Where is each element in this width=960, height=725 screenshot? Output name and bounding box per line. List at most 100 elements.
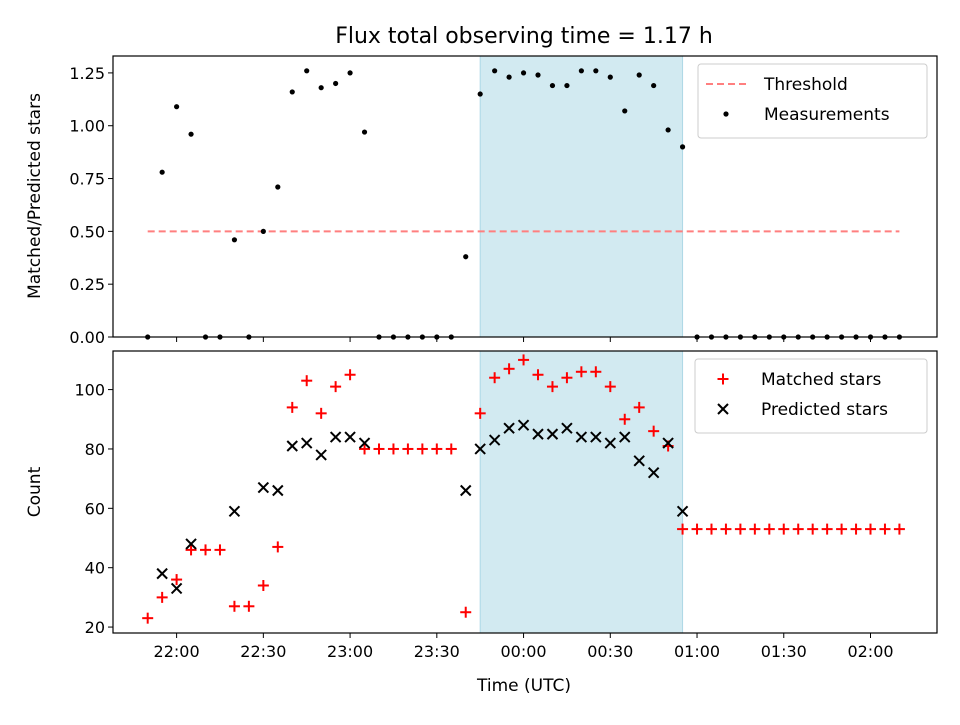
x-tick-label: 01:00 xyxy=(674,642,720,661)
top-point-dot xyxy=(289,89,295,95)
bottom-point-plus xyxy=(489,372,501,384)
bottom-point-plus xyxy=(865,523,877,535)
bottom-point-plus xyxy=(330,381,342,393)
top-point-dot xyxy=(679,144,686,150)
top-point-dot xyxy=(260,228,266,234)
top-legend-box xyxy=(697,63,928,139)
bottom-point-x xyxy=(315,449,327,461)
bottom-point-x xyxy=(185,538,197,550)
bottom-point-x-stroke xyxy=(575,431,588,443)
x-tick-label: 22:00 xyxy=(154,642,200,661)
bottom-y-tick-label: 20 xyxy=(85,618,105,637)
bottom-point-x-stroke xyxy=(647,466,660,479)
top-point-dot xyxy=(535,72,541,78)
bottom-point-plus xyxy=(200,544,212,556)
bottom-y-tick-label: 60 xyxy=(85,499,105,518)
bottom-point-x-stroke xyxy=(488,434,501,446)
bottom-point-plus xyxy=(879,523,891,535)
bottom-point-plus xyxy=(257,580,269,592)
bottom-y-tick-label: 40 xyxy=(85,559,105,578)
top-point-dot xyxy=(318,85,324,91)
bottom-y-tick-label: 100 xyxy=(74,381,105,400)
bottom-point-plus xyxy=(474,407,486,419)
bottom-point-x xyxy=(156,567,168,580)
bottom-point-x-stroke xyxy=(532,428,544,440)
bottom-point-x xyxy=(257,481,270,494)
top-y-tick-label: 0.25 xyxy=(69,275,105,294)
top-point-dot xyxy=(636,72,642,78)
top-point-dot xyxy=(549,82,556,89)
bottom-point-plus xyxy=(272,541,284,553)
bottom-y-tick-label: 80 xyxy=(85,440,105,459)
bottom-point-x-stroke xyxy=(228,505,241,518)
bottom-point-plus xyxy=(431,443,443,455)
bottom-point-x xyxy=(286,440,298,452)
bottom-point-x-stroke xyxy=(185,538,197,550)
bottom-point-plus xyxy=(185,544,197,556)
top-point-dot xyxy=(463,254,469,260)
top-point-dot xyxy=(593,68,599,74)
bottom-point-x-stroke xyxy=(301,437,313,449)
bottom-point-x xyxy=(590,431,602,443)
bottom-point-plus xyxy=(807,523,819,535)
bottom-point-x-stroke xyxy=(619,431,631,443)
top-point-dot xyxy=(578,68,584,74)
legend-swatch-x-stroke xyxy=(717,403,729,415)
top-point-dot xyxy=(506,74,512,80)
plot-layer: 0.00 0.25 0.50 0.75 1.00 1.25 Threshold Measure… xyxy=(69,55,938,661)
bottom-y-axis-label: Count xyxy=(25,466,45,517)
bottom-point-x-stroke xyxy=(676,505,689,518)
chart-title: Flux total observing time = 1.17 h xyxy=(335,24,713,49)
top-point-dot xyxy=(159,169,165,175)
top-shaded-interval xyxy=(479,55,684,338)
bottom-point-x-stroke xyxy=(257,481,270,494)
bottom-point-x xyxy=(301,437,313,449)
bottom-point-plus xyxy=(633,401,645,413)
bottom-point-plus xyxy=(720,523,732,535)
bottom-point-x-stroke xyxy=(286,440,298,452)
bottom-point-x-stroke xyxy=(546,428,559,440)
bottom-point-plus xyxy=(373,443,385,455)
bottom-point-plus xyxy=(648,425,660,437)
bottom-point-x xyxy=(517,419,530,431)
bottom-point-plus xyxy=(171,574,183,586)
x-tick-label: 01:30 xyxy=(761,642,807,661)
legend-label: Threshold xyxy=(763,75,848,95)
bottom-point-plus xyxy=(301,375,313,387)
top-point-dot xyxy=(665,127,671,133)
bottom-point-plus xyxy=(691,523,703,535)
bottom-point-x xyxy=(532,428,544,440)
bottom-point-plus xyxy=(792,523,804,535)
bottom-point-plus xyxy=(243,600,255,612)
top-point-dot xyxy=(361,129,368,135)
top-point-dot xyxy=(231,237,238,243)
bottom-point-x-stroke xyxy=(358,437,371,449)
bottom-point-plus xyxy=(286,401,298,413)
bottom-point-plus xyxy=(387,443,399,455)
bottom-point-plus xyxy=(677,523,689,535)
bottom-point-x xyxy=(676,505,689,518)
bottom-point-x xyxy=(619,431,631,443)
bottom-point-plus xyxy=(315,407,327,419)
bottom-point-plus xyxy=(705,523,717,535)
legend-label: Measurements xyxy=(764,105,890,125)
bottom-point-plus xyxy=(749,523,761,535)
bottom-point-x xyxy=(170,582,183,595)
legend-swatch-dot xyxy=(723,111,729,117)
bottom-point-plus xyxy=(142,612,154,624)
bottom-point-x-stroke xyxy=(561,422,573,434)
bottom-legend: Matched stars Predicted stars xyxy=(694,358,928,434)
bottom-point-x-stroke xyxy=(633,455,645,467)
top-y-tick-label: 0.00 xyxy=(69,328,105,347)
x-tick-label: 00:30 xyxy=(587,642,633,661)
bottom-point-x-stroke xyxy=(474,443,486,455)
bottom-point-plus xyxy=(575,366,587,378)
bottom-point-x-stroke xyxy=(170,582,183,595)
legend-swatch-plus xyxy=(717,373,729,385)
bottom-point-plus xyxy=(778,523,790,535)
bottom-point-x xyxy=(561,422,573,434)
bottom-point-plus xyxy=(734,523,746,535)
bottom-point-x xyxy=(460,484,472,497)
top-point-dot xyxy=(275,184,281,190)
